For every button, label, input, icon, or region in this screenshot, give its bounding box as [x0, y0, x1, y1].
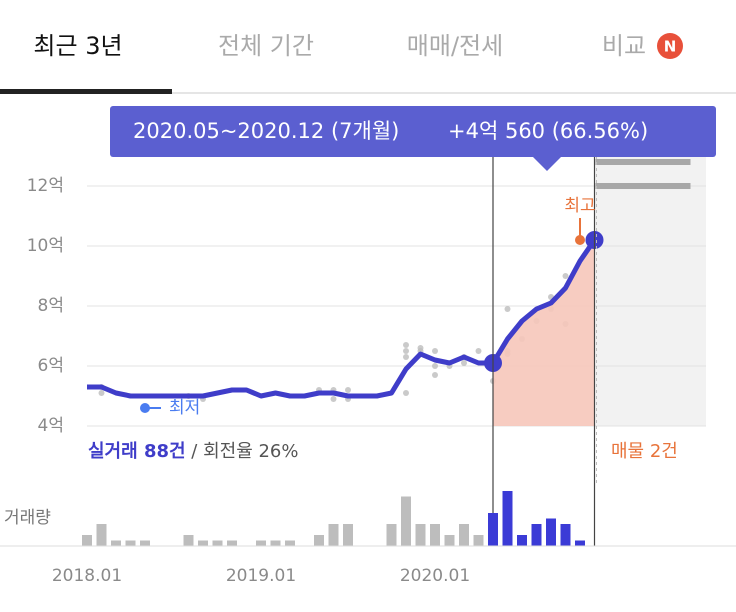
transaction-dot: [98, 390, 105, 396]
volume-bar: [227, 540, 237, 546]
y-tick-label: 10억: [27, 236, 64, 256]
volume-bar: [96, 524, 107, 546]
volume-bar: [386, 524, 397, 546]
tooltip-box: [110, 106, 716, 157]
tooltip-pointer: [533, 157, 561, 171]
summary-part: / 회전율 26%: [186, 441, 299, 462]
listing-area: [595, 156, 706, 426]
summary-part: 실거래 88건: [88, 441, 186, 462]
volume-bar: [256, 540, 266, 546]
volume-label: 거래량: [4, 508, 51, 528]
volume-bar: [444, 535, 455, 546]
volume-bar: [415, 524, 426, 546]
volume-bar: [560, 524, 571, 546]
min-label: 최저: [169, 398, 200, 418]
transaction-dot: [403, 342, 409, 348]
transaction-dot: [432, 348, 438, 354]
volume-bar: [328, 524, 339, 546]
listing-count: 매물 2건: [611, 441, 678, 462]
volume-bar: [430, 524, 440, 546]
max-label: 최고: [564, 196, 595, 216]
volume-bar: [212, 540, 223, 546]
transaction-dot: [461, 360, 467, 366]
y-tick-label: 8억: [38, 296, 64, 316]
volume-bar: [459, 524, 469, 546]
x-tick-label: 2020.01: [400, 566, 470, 586]
tab[interactable]: 매매/전세: [407, 32, 503, 60]
volume-bar: [502, 491, 513, 546]
transaction-dot: [432, 372, 438, 378]
tab-divider: [0, 92, 736, 94]
y-tick-label: 4억: [38, 416, 64, 436]
x-tick-label: 2019.01: [226, 566, 296, 586]
tab-indicator: [0, 89, 172, 94]
volume-bar: [314, 535, 324, 546]
volume-bar: [140, 540, 150, 546]
transaction-dot: [403, 348, 409, 354]
volume-bar: [111, 540, 121, 546]
chart: 4억 6억 8억 10억 12억 2018.01 2019.01 2020.01 최저 최고실거래…: [0, 156, 736, 586]
y-tick-label: 12억: [27, 176, 64, 196]
transaction-dot: [345, 387, 351, 393]
transaction-dot: [562, 273, 569, 279]
listing-bar: [595, 159, 691, 165]
transaction-dot: [330, 396, 337, 402]
volume-bar: [473, 535, 484, 546]
transaction-dot: [475, 348, 482, 354]
badge-text: N: [664, 38, 677, 56]
volume-bar: [401, 496, 411, 546]
volume-bar: [343, 524, 353, 546]
badge: [657, 33, 683, 59]
tooltip-change: +4억 560 (66.56%): [448, 119, 648, 143]
tooltip: 2020.05~2020.12 (7개월) +4억 560 (66.56%): [110, 106, 716, 171]
summary: 실거래 88건 / 회전율 26%: [88, 441, 298, 462]
tooltip-period: 2020.05~2020.12 (7개월): [133, 119, 399, 143]
volume-bar: [531, 524, 542, 546]
price-line: [87, 238, 597, 399]
transaction-dot: [432, 363, 438, 369]
volume-bar: [546, 518, 556, 546]
volume-bar: [517, 535, 527, 546]
y-tick-label: 6억: [38, 356, 64, 376]
volume-bar: [183, 535, 194, 546]
volume-bar: [198, 540, 208, 546]
volume-bar: [82, 535, 92, 546]
transaction-dot: [504, 306, 511, 312]
tab-bar: 최근 3년 전체 기간 매매/전세 비교 N: [0, 32, 736, 94]
volume-bar: [125, 540, 136, 546]
tab[interactable]: 비교: [602, 32, 646, 60]
tab[interactable]: 최근 3년: [33, 32, 122, 60]
transaction-dot: [403, 354, 409, 360]
volume-bar: [285, 540, 295, 546]
listing-bar: [595, 183, 691, 189]
volume-bar: [575, 540, 585, 546]
tab[interactable]: 전체 기간: [218, 32, 314, 60]
transaction-dot: [403, 390, 409, 396]
volume-bar: [270, 540, 281, 546]
x-tick-label: 2018.01: [52, 566, 122, 586]
volume-bar: [488, 513, 498, 546]
